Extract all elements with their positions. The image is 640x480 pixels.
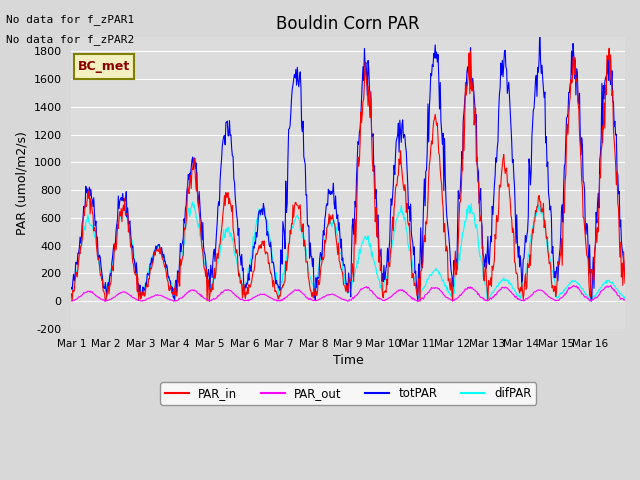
Text: BC_met: BC_met xyxy=(78,60,130,73)
Text: No data for f_zPAR1: No data for f_zPAR1 xyxy=(6,14,134,25)
Title: Bouldin Corn PAR: Bouldin Corn PAR xyxy=(276,15,420,33)
Y-axis label: PAR (umol/m2/s): PAR (umol/m2/s) xyxy=(15,131,28,235)
X-axis label: Time: Time xyxy=(333,354,364,367)
Text: No data for f_zPAR2: No data for f_zPAR2 xyxy=(6,34,134,45)
Legend: PAR_in, PAR_out, totPAR, difPAR: PAR_in, PAR_out, totPAR, difPAR xyxy=(161,383,536,405)
